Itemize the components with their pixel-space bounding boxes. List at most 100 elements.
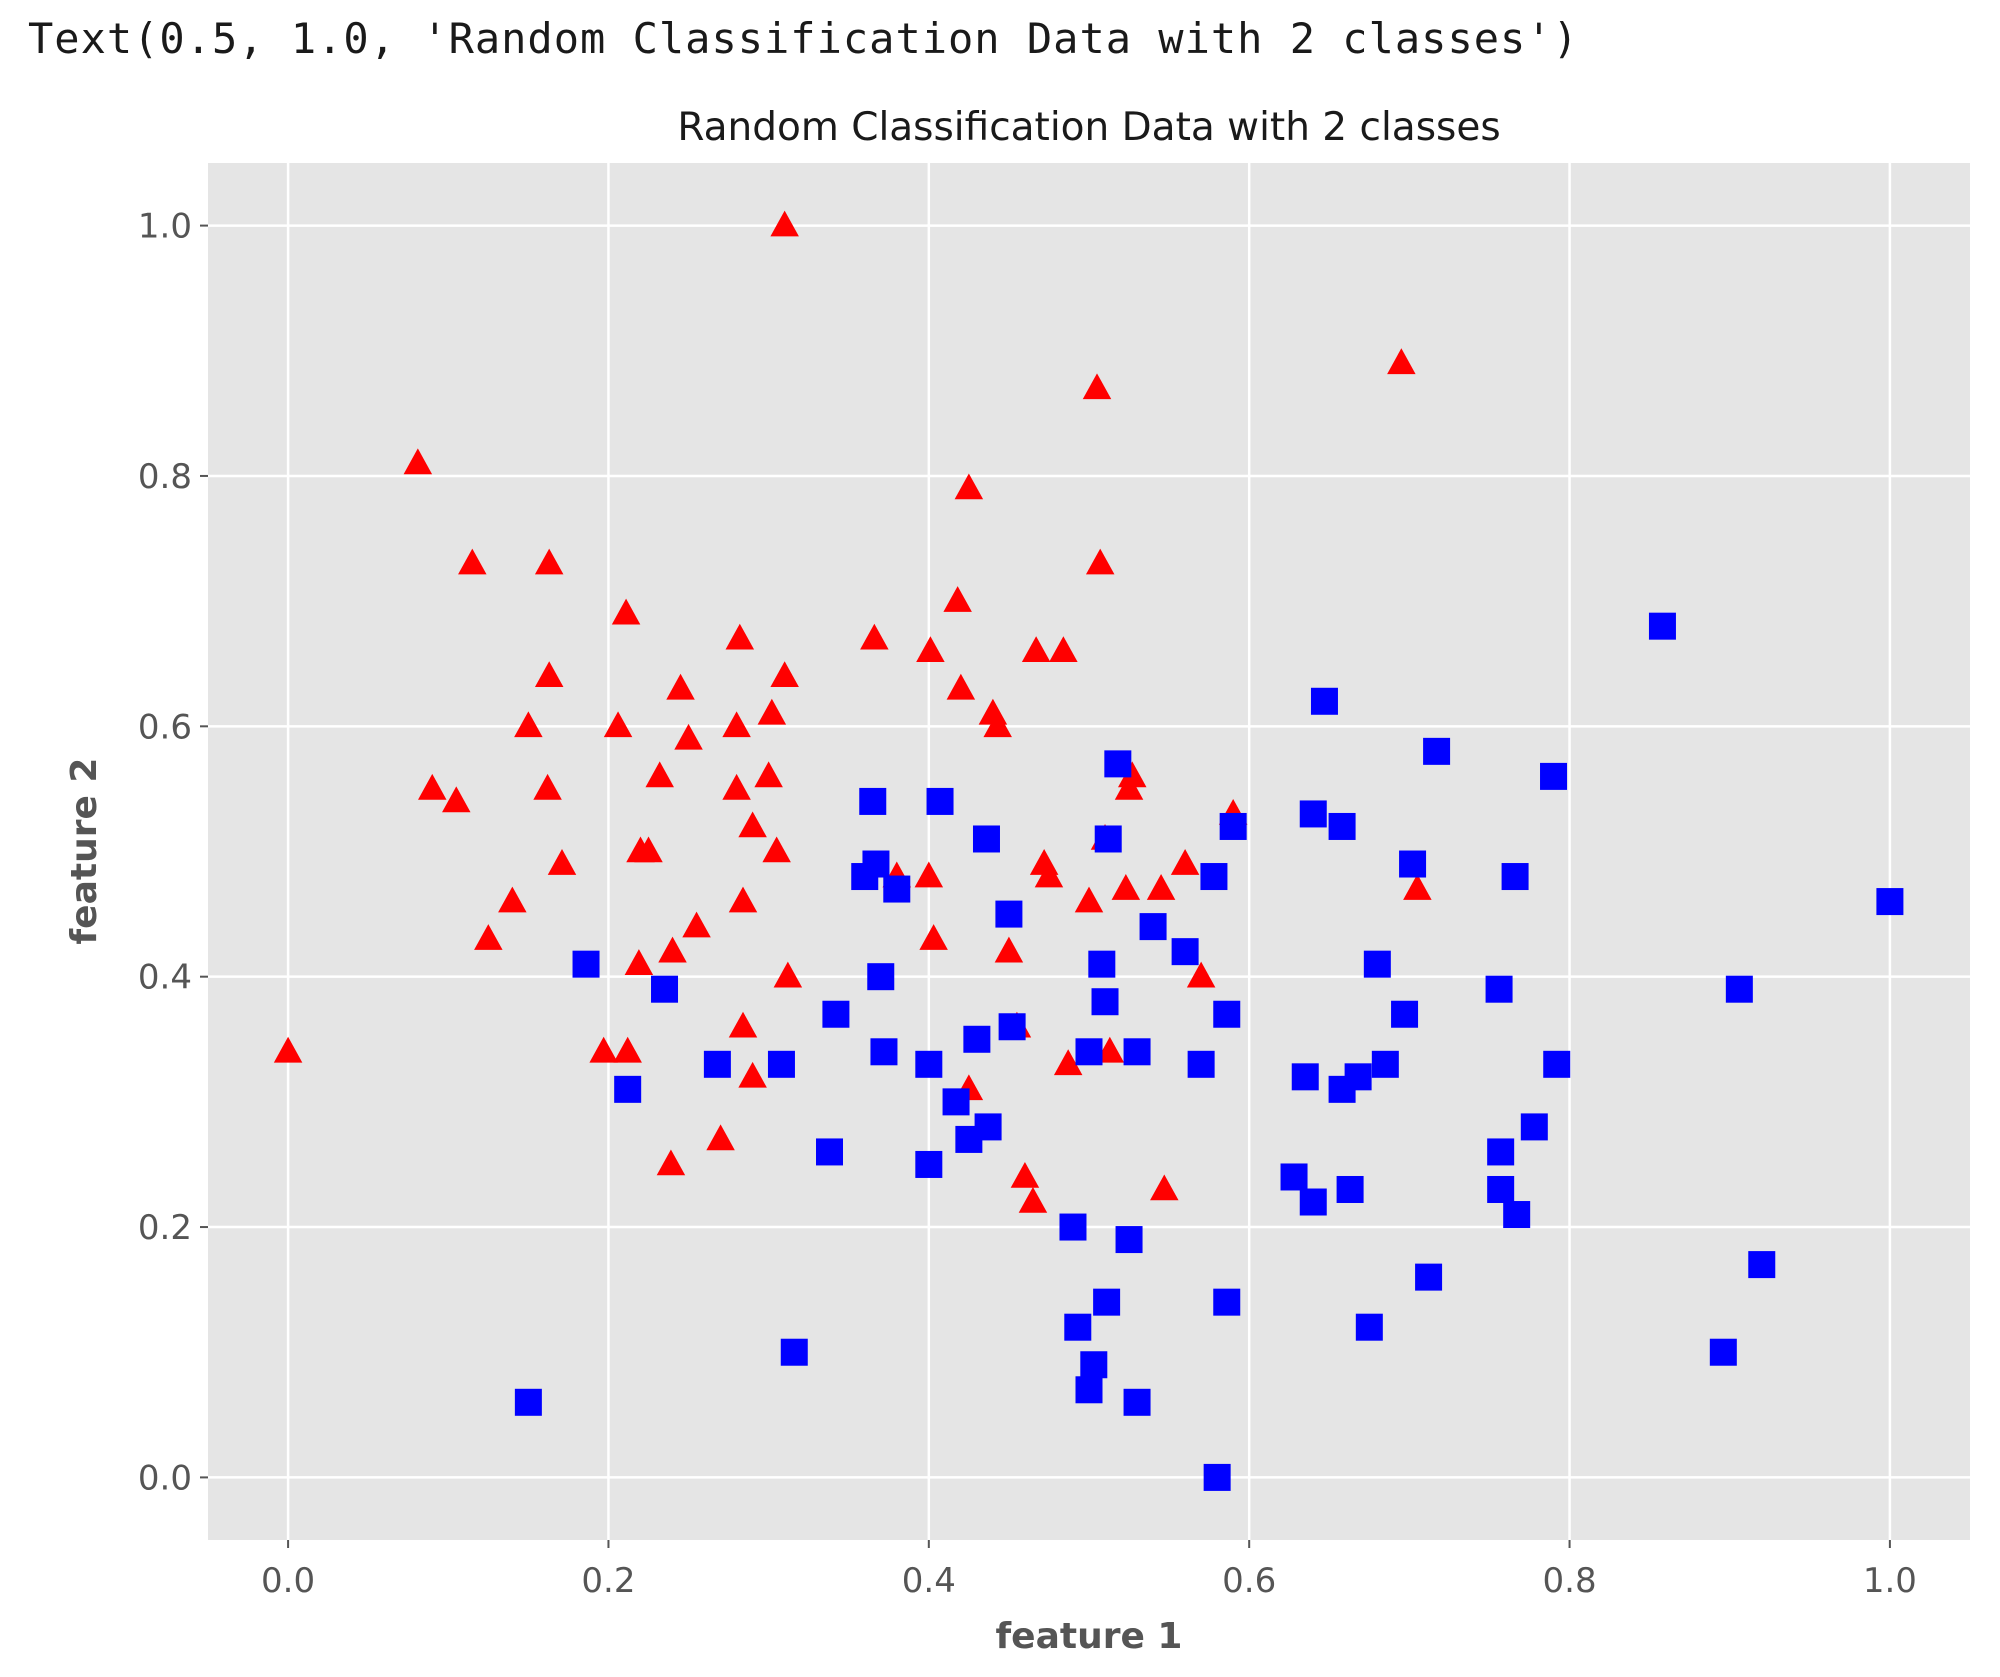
red-triangle-point <box>498 886 527 913</box>
red-triangle-point <box>754 761 783 788</box>
red-triangle-point <box>954 473 984 500</box>
red-triangle-point <box>547 849 577 875</box>
red-triangle-point <box>645 761 674 788</box>
blue-square-point <box>1091 988 1119 1016</box>
red-triangle-point <box>722 773 751 800</box>
red-triangle-point <box>624 949 654 975</box>
blue-square-point <box>1709 1338 1737 1366</box>
blue-square-point <box>1094 825 1122 853</box>
x-tick-label: 0.4 <box>902 1561 956 1601</box>
red-triangle-point <box>611 598 641 625</box>
red-triangle-point <box>1021 636 1051 663</box>
blue-square-point <box>1075 1038 1103 1066</box>
red-triangle-point <box>728 1011 758 1038</box>
red-triangle-point <box>943 586 972 612</box>
red-triangle-point <box>674 723 703 750</box>
blue-square-point <box>767 1050 795 1078</box>
blue-square-point <box>870 1038 898 1066</box>
blue-square-point <box>1503 1201 1531 1229</box>
x-tick-label: 1.0 <box>1863 1561 1917 1601</box>
blue-square-point <box>883 875 911 903</box>
red-triangle-point <box>613 1036 642 1063</box>
red-triangle-point <box>722 711 751 738</box>
blue-square-point <box>1487 1175 1515 1203</box>
x-axis-label: feature 1 <box>996 1616 1183 1657</box>
red-triangle-point <box>1387 348 1416 375</box>
red-triangle-point <box>1085 548 1115 575</box>
y-tick-label: 0.8 <box>138 457 192 497</box>
red-triangle-point <box>1150 1174 1179 1201</box>
red-triangle-point <box>773 961 803 988</box>
red-triangle-point <box>860 623 889 650</box>
blue-square-point <box>1093 1288 1121 1316</box>
blue-square-point <box>1203 1463 1231 1491</box>
red-triangle-point <box>1095 1036 1125 1063</box>
blue-square-point <box>1213 1288 1241 1316</box>
blue-square-point <box>1213 1000 1241 1028</box>
data-points <box>273 210 1904 1491</box>
red-triangle-point <box>738 811 767 838</box>
red-triangle-point <box>770 210 799 237</box>
blue-square-point <box>1075 1376 1103 1404</box>
red-triangle-point <box>1111 874 1141 900</box>
red-triangle-point <box>273 1036 303 1063</box>
blue-square-point <box>1299 800 1327 828</box>
blue-square-point <box>651 975 679 1003</box>
y-tick-label: 0.6 <box>138 707 192 747</box>
blue-square-point <box>1543 1050 1571 1078</box>
blue-square-point <box>1080 1351 1108 1379</box>
red-triangle-point <box>983 711 1012 738</box>
blue-square-point <box>703 1050 731 1078</box>
red-triangle-point <box>589 1036 618 1063</box>
blue-square-point <box>1399 850 1427 878</box>
red-triangle-point <box>1034 861 1064 888</box>
red-triangle-point <box>658 936 687 963</box>
blue-square-point <box>1059 1213 1087 1241</box>
blue-square-point <box>926 787 954 815</box>
red-triangle-point <box>738 1061 767 1088</box>
blue-square-point <box>780 1338 808 1366</box>
red-triangle-point <box>1403 874 1432 900</box>
blue-square-point <box>1219 812 1247 840</box>
blue-square-point <box>1064 1313 1092 1341</box>
blue-square-point <box>862 850 890 878</box>
blue-square-point <box>1104 750 1132 778</box>
blue-square-point <box>514 1388 542 1416</box>
blue-square-point <box>816 1138 844 1166</box>
blue-square-point <box>915 1050 943 1078</box>
blue-square-point <box>1171 938 1199 966</box>
red-triangle-point <box>706 1124 735 1151</box>
blue-square-point <box>1363 950 1391 978</box>
blue-square-point <box>1328 812 1356 840</box>
red-triangle-point <box>1082 373 1112 400</box>
red-triangle-point <box>762 836 791 863</box>
blue-square-point <box>614 1075 642 1103</box>
red-triangle-point <box>1117 761 1147 788</box>
blue-square-point <box>1725 975 1753 1003</box>
red-triangle-point <box>770 661 799 688</box>
red-triangle-point <box>534 661 564 688</box>
blue-square-point <box>1876 888 1904 916</box>
red-triangle-point <box>914 861 944 888</box>
red-triangle-point <box>1170 849 1200 875</box>
y-tick-labels: 0.0 0.2 0.4 0.6 0.8 1.0 <box>138 207 208 1498</box>
blue-square-point <box>1344 1063 1372 1091</box>
red-triangle-point <box>474 924 503 950</box>
red-triangle-point <box>1049 636 1078 663</box>
x-tick-label: 0.6 <box>1222 1561 1276 1601</box>
red-triangle-point <box>1010 1161 1040 1188</box>
blue-square-point <box>859 787 887 815</box>
red-triangle-point <box>1018 1187 1048 1213</box>
red-triangle-point <box>946 673 976 700</box>
blue-square-point <box>572 950 600 978</box>
red-triangle-point <box>533 773 562 800</box>
cell-output-text: Text(0.5, 1.0, 'Random Classification Da… <box>28 14 1579 63</box>
y-tick-label: 1.0 <box>138 207 192 247</box>
red-triangle-point <box>534 548 564 575</box>
blue-square-point <box>822 1000 850 1028</box>
red-triangle-point <box>1146 874 1176 900</box>
blue-square-point <box>1336 1175 1364 1203</box>
blue-square-point <box>1540 762 1568 790</box>
blue-square-point <box>1291 1063 1319 1091</box>
